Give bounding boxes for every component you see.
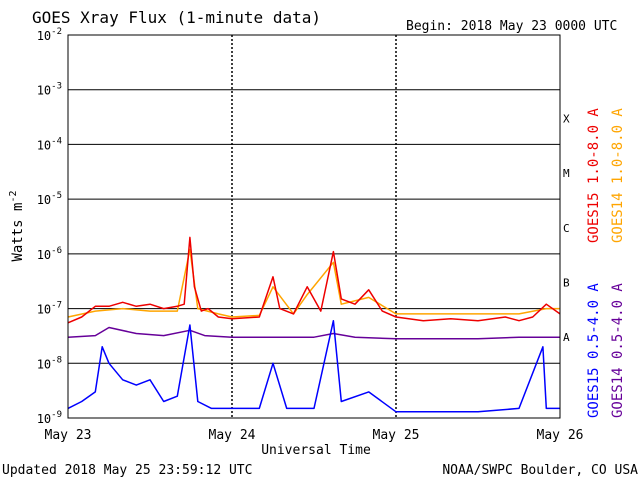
y-tick-label: 10-5 bbox=[37, 191, 62, 207]
y-axis-label-text: Watts m-2 bbox=[8, 190, 26, 261]
flare-class-labels: X M C B A bbox=[563, 112, 570, 344]
legend: GOES15 1.0-8.0 A GOES14 1.0-8.0 A GOES15 0… bbox=[586, 108, 626, 418]
chart-title: GOES Xray Flux (1-minute data) bbox=[32, 8, 321, 27]
gridlines bbox=[68, 34, 560, 419]
y-axis-ticks: 10-2 10-3 10-4 10-5 10-6 10-7 10-8 10-9 bbox=[37, 27, 62, 426]
y-tick-label: 10-2 bbox=[37, 27, 62, 43]
begin-label: Begin: 2018 May 23 0000 UTC bbox=[406, 19, 617, 34]
series-lines bbox=[67, 236, 561, 413]
x-tick-label: May 24 bbox=[209, 428, 256, 443]
x-tick-label: May 25 bbox=[373, 428, 420, 443]
x-axis-ticks: May 23 May 24 May 25 May 26 bbox=[45, 428, 584, 443]
y-tick-label: 10-4 bbox=[37, 136, 62, 152]
series-line-3 bbox=[67, 319, 560, 413]
plot-frame bbox=[67, 34, 561, 419]
legend-entry: GOES15 0.5-4.0 A bbox=[586, 283, 602, 418]
y-tick-label: 10-6 bbox=[37, 246, 62, 262]
flare-class-label: X bbox=[563, 112, 570, 125]
y-tick-label: 10-9 bbox=[37, 410, 62, 426]
y-tick-label: 10-3 bbox=[37, 82, 62, 98]
series-line-4 bbox=[67, 326, 560, 340]
updated-label: Updated 2018 May 25 23:59:12 UTC bbox=[2, 463, 252, 478]
credit-label: NOAA/SWPC Boulder, CO USA bbox=[442, 463, 638, 478]
flare-class-label: C bbox=[563, 222, 570, 235]
flare-class-label: A bbox=[563, 331, 570, 344]
y-tick-label: 10-7 bbox=[37, 301, 62, 317]
y-axis-label: Watts m-2 bbox=[8, 190, 26, 261]
legend-entry: GOES15 1.0-8.0 A bbox=[586, 108, 602, 243]
y-tick-label: 10-8 bbox=[37, 355, 62, 371]
legend-entry: GOES14 1.0-8.0 A bbox=[610, 108, 626, 243]
flare-class-label: M bbox=[563, 167, 570, 180]
series-line-1 bbox=[67, 236, 561, 324]
series-line-2 bbox=[67, 248, 560, 318]
x-tick-label: May 26 bbox=[537, 428, 584, 443]
flare-class-label: B bbox=[563, 276, 570, 289]
x-tick-label: May 23 bbox=[45, 428, 92, 443]
legend-entry: GOES14 0.5-4.0 A bbox=[610, 283, 626, 418]
x-axis-label: Universal Time bbox=[261, 443, 371, 458]
